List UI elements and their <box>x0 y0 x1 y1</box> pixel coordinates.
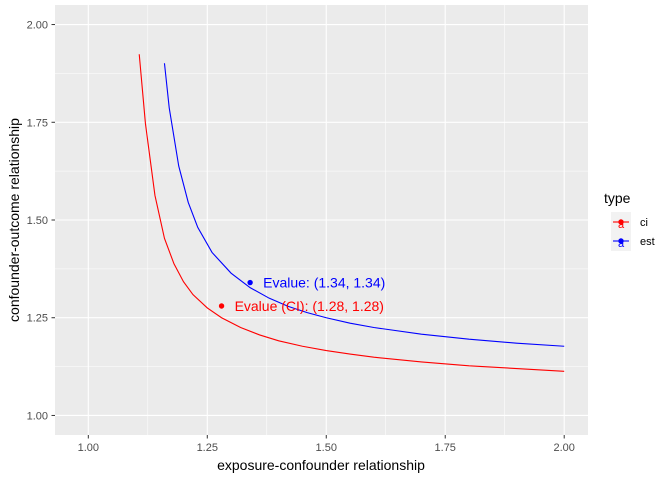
evalue-label-ci: Evalue (CI): (1.28, 1.28) <box>235 298 384 314</box>
x-tick-label: 2.00 <box>553 442 574 454</box>
y-tick-label: 2.00 <box>27 20 48 32</box>
x-tick-label: 1.25 <box>197 442 218 454</box>
x-axis-ticks: 1.00 1.25 1.50 1.75 2.00 <box>78 435 575 454</box>
evalue-point-ci <box>218 303 225 309</box>
series-line-ci <box>138 54 565 372</box>
legend-label-ci: ci <box>640 217 648 229</box>
x-axis-title: exposure-confounder relationship <box>217 457 425 473</box>
series-points <box>218 279 253 309</box>
legend-items: a ci a est <box>611 212 655 251</box>
series-line-est <box>163 63 565 347</box>
y-tick-label: 1.25 <box>27 313 48 325</box>
legend-title: type <box>604 190 631 206</box>
legend-key-point-ci <box>618 219 624 225</box>
legend-key-glyph-est: a <box>618 238 625 250</box>
legend-key-point-est <box>618 238 624 244</box>
x-tick-label: 1.50 <box>316 442 337 454</box>
legend-label-est: est <box>640 236 655 248</box>
y-axis-ticks: 1.00 1.25 1.50 1.75 2.00 <box>27 20 55 422</box>
annotations: Evalue (CI): (1.28, 1.28) Evalue: (1.34, … <box>235 275 386 314</box>
series-lines <box>138 54 565 372</box>
y-tick-label: 1.00 <box>27 410 48 422</box>
y-tick-label: 1.75 <box>27 117 48 129</box>
y-axis-title: confounder-outcome relationship <box>6 118 22 322</box>
legend-key-glyph-ci: a <box>618 219 625 231</box>
evalue-label-est: Evalue: (1.34, 1.34) <box>263 275 385 291</box>
legend: type a ci a est <box>604 190 655 251</box>
x-tick-label: 1.75 <box>435 442 456 454</box>
y-tick-label: 1.50 <box>27 215 48 227</box>
evalue-point-est <box>247 279 253 286</box>
major-gridlines <box>55 5 588 435</box>
x-tick-label: 1.00 <box>78 442 99 454</box>
